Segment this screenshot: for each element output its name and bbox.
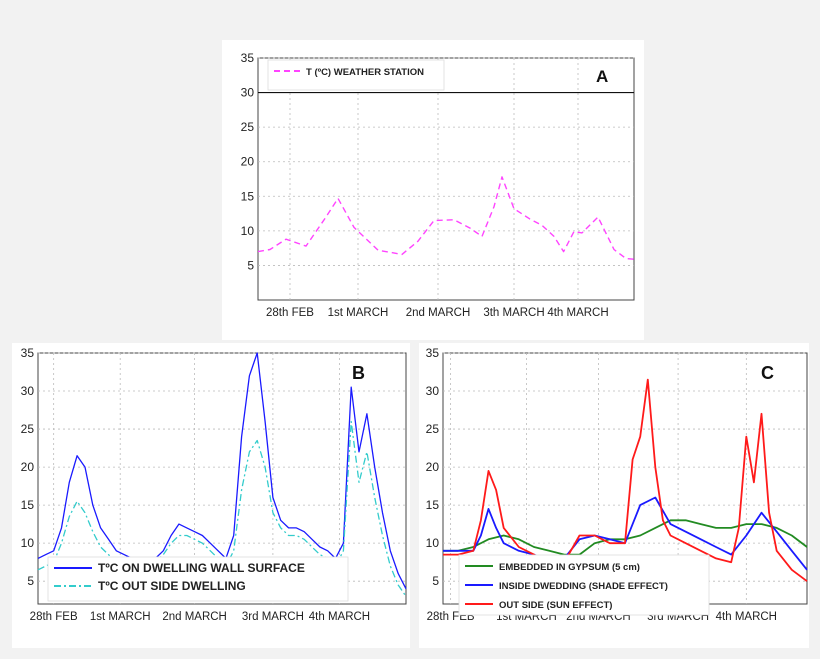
x-tick-label: 28th FEB <box>266 307 314 319</box>
y-tick-label: 25 <box>21 422 35 436</box>
x-tick-label: 28th FEB <box>30 611 78 623</box>
y-tick-label: 35 <box>241 51 255 65</box>
chart-a: 5 10 15 20 25 30 35 28th FEB 1st MARCH 2nd MARCH 3… <box>241 51 635 319</box>
x-tick-label: 3th MARCH <box>483 307 544 319</box>
y-tick-label: 25 <box>426 422 440 436</box>
plot-frame <box>257 57 635 301</box>
y-tick-label: 35 <box>426 346 440 360</box>
x-tick-label: 2nd MARCH <box>162 611 227 623</box>
panel-c: 5 10 15 20 25 30 35 28th FEB 1st MARCH 2nd MARCH 3… <box>419 343 809 648</box>
y-tick-label: 25 <box>241 120 255 134</box>
legend-label: TºC OUT SIDE DWELLING <box>98 579 246 593</box>
legend-label: TºC ON DWELLING WALL SURFACE <box>98 561 305 575</box>
y-tick-label: 20 <box>241 155 255 169</box>
y-tick-label: 20 <box>21 460 35 474</box>
legend-box <box>267 59 445 91</box>
legend-box <box>47 556 349 602</box>
y-tick-label: 30 <box>426 384 440 398</box>
series-line-1 <box>37 352 407 590</box>
series-line-3 <box>443 378 808 582</box>
legend-label: OUT SIDE (SUN EFFECT) <box>499 600 612 611</box>
x-tick-label: 1st MARCH <box>328 307 389 319</box>
legend-label: EMBEDDED IN GYPSUM (5 cm) <box>499 562 640 573</box>
x-tick-label: 3rd MARCH <box>242 611 304 623</box>
chart-b: 5 10 15 20 25 30 35 28th FEB 1st MARCH 2nd MARCH 3… <box>21 346 407 623</box>
y-tick-label: 5 <box>27 574 34 588</box>
series-line-2 <box>443 496 808 571</box>
y-tick-label: 10 <box>426 536 440 550</box>
x-tick-label: 2nd MARCH <box>406 307 471 319</box>
x-tick-label: 1st MARCH <box>90 611 151 623</box>
legend-box <box>458 554 710 616</box>
y-tick-label: 35 <box>21 346 35 360</box>
x-tick-label: 4th MARCH <box>716 611 777 623</box>
x-tick-label: 4th MARCH <box>547 307 608 319</box>
x-tick-label: 4th MARCH <box>309 611 370 623</box>
y-tick-label: 30 <box>241 86 255 100</box>
panel-label: C <box>761 363 774 383</box>
panel-label: A <box>596 67 608 86</box>
y-tick-label: 30 <box>21 384 35 398</box>
panel-label: B <box>352 363 365 383</box>
y-tick-label: 10 <box>21 536 35 550</box>
y-tick-label: 5 <box>432 574 439 588</box>
panel-b: 5 10 15 20 25 30 35 28th FEB 1st MARCH 2nd MARCH 3… <box>12 343 410 648</box>
y-tick-label: 15 <box>21 498 35 512</box>
legend-label: T (ºC) WEATHER STATION <box>306 67 424 78</box>
legend-label: INSIDE DWEDDING (SHADE EFFECT) <box>499 581 668 592</box>
y-tick-label: 15 <box>426 498 440 512</box>
y-tick-label: 5 <box>247 258 254 272</box>
y-tick-label: 20 <box>426 460 440 474</box>
y-tick-label: 15 <box>241 189 255 203</box>
series-line-1 <box>257 176 635 260</box>
y-tick-label: 10 <box>241 224 255 238</box>
panel-a: 5 10 15 20 25 30 35 28th FEB 1st MARCH 2nd MARCH 3… <box>222 40 644 340</box>
